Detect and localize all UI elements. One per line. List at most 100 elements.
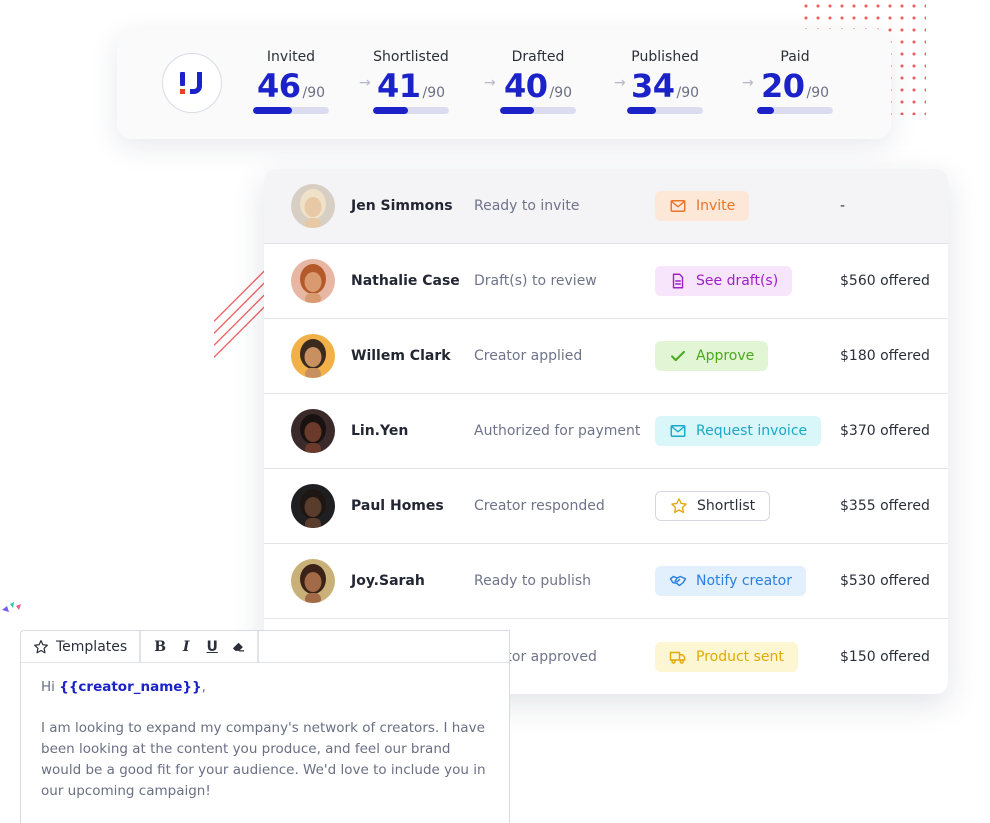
creator-status: Creator applied (474, 348, 583, 364)
table-row[interactable]: Willem Clark Creator applied Approve $180 o… (264, 319, 948, 394)
action-button-lin-yen[interactable]: Request invoice (655, 416, 822, 446)
italic-button[interactable]: I (182, 638, 190, 655)
editor-toolbar: Templates B I U (21, 631, 509, 663)
action-button-jen-simmons[interactable]: Invite (655, 191, 750, 221)
greeting-prefix: Hi (41, 679, 60, 695)
stat-progress-bar (253, 107, 329, 114)
action-label: Product sent (696, 648, 784, 665)
offer-amount: $560 offered (840, 273, 930, 289)
stat-total: /90 (676, 85, 700, 101)
stat-value: 40 (503, 67, 548, 105)
creators-table: Jen Simmons Ready to invite Invite - Nathali… (264, 169, 948, 694)
creator-name[interactable]: Nathalie Case (351, 273, 460, 289)
avatar-image (291, 259, 335, 303)
stat-value-row: 41/90 (366, 69, 456, 103)
mail-icon (669, 422, 687, 440)
stat-progress-fill (253, 107, 292, 114)
creator-status: Draft(s) to review (474, 273, 597, 289)
stat-shortlisted: Shortlisted 41/90 (366, 49, 456, 114)
creator-status: Ready to publish (474, 573, 592, 589)
creator-name[interactable]: Jen Simmons (351, 198, 453, 214)
avatar (291, 334, 335, 378)
avatar (291, 559, 335, 603)
stat-progress-fill (627, 107, 656, 114)
avatar-image (291, 184, 335, 228)
stat-progress-fill (757, 107, 774, 114)
action-button-nikki-food[interactable]: Product sent (655, 641, 798, 672)
stat-label: Drafted (511, 49, 565, 65)
offer-amount: $180 offered (840, 348, 930, 364)
stat-label: Shortlisted (373, 49, 449, 65)
offer-amount: - (840, 198, 846, 214)
creator-status: Ready to invite (474, 198, 580, 214)
stat-drafted: Drafted 40/90 (493, 49, 583, 114)
avatar (291, 184, 335, 228)
stat-total: /90 (422, 85, 446, 101)
avatar-image (291, 559, 335, 603)
offer-amount: $355 offered (840, 498, 930, 514)
editor-body[interactable]: Hi {{creator_name}}, I am looking to exp… (21, 663, 509, 816)
brand-logo-icon (180, 72, 202, 94)
stat-progress-bar (627, 107, 703, 114)
avatar (291, 409, 335, 453)
stat-invited: Invited 46/90 (246, 49, 336, 114)
creator-status: Creator responded (474, 498, 605, 514)
action-button-joy-sarah[interactable]: Notify creator (655, 566, 806, 596)
stat-value-row: 40/90 (493, 69, 583, 103)
templates-button[interactable]: Templates (21, 631, 142, 662)
creator-name-placeholder: {{creator_name}} (59, 679, 202, 695)
email-editor: Templates B I U Hi {{creator_name}}, I a… (20, 630, 510, 823)
stat-progress-fill (373, 107, 408, 114)
table-row[interactable]: Paul Homes Creator responded Shortlist $355… (264, 469, 948, 544)
stat-total: /90 (549, 85, 573, 101)
stat-total: /90 (302, 85, 326, 101)
stat-progress-bar (500, 107, 576, 114)
check-icon (669, 347, 687, 365)
avatar-image (291, 484, 335, 528)
arrow-right-icon: → (614, 75, 626, 91)
creator-name[interactable]: Paul Homes (351, 498, 444, 514)
action-label: Notify creator (696, 573, 792, 589)
document-icon (669, 272, 687, 290)
action-button-willem-clark[interactable]: Approve (655, 341, 769, 371)
avatar (291, 484, 335, 528)
action-button-paul-homes[interactable]: Shortlist (655, 491, 771, 521)
avatar-image (291, 334, 335, 378)
eraser-button[interactable] (225, 631, 251, 662)
eraser-icon (232, 642, 244, 652)
decorative-confetti-icon (2, 602, 21, 612)
creator-name[interactable]: Willem Clark (351, 348, 451, 364)
table-row[interactable]: Jen Simmons Ready to invite Invite - (264, 169, 948, 244)
action-label: Approve (696, 348, 755, 364)
underline-button[interactable]: U (206, 638, 218, 655)
greeting-suffix: , (201, 679, 206, 695)
stat-value-row: 34/90 (620, 69, 710, 103)
table-row[interactable]: Joy.Sarah Ready to publish Notify creator $… (264, 544, 948, 619)
action-label: Invite (696, 198, 736, 214)
creator-name[interactable]: Lin.Yen (351, 423, 409, 439)
stat-label: Published (631, 49, 699, 65)
format-group: B I U (141, 631, 260, 662)
handshake-icon (669, 572, 687, 590)
stat-value-row: 20/90 (750, 69, 840, 103)
arrow-right-icon: → (484, 75, 496, 91)
stat-label: Invited (266, 49, 316, 65)
pipeline-stats-card: Invited 46/90 → Shortlisted 41/90 → Drafted 40/… (117, 29, 891, 139)
stat-total: /90 (806, 85, 830, 101)
star-outline-icon (34, 639, 48, 653)
truck-icon (669, 648, 687, 666)
mail-icon (669, 197, 687, 215)
stat-progress-fill (500, 107, 534, 114)
stat-value: 34 (630, 67, 675, 105)
action-label: See draft(s) (696, 273, 779, 289)
stat-published: Published 34/90 (620, 49, 710, 114)
table-row[interactable]: Nathalie Case Draft(s) to review See draft… (264, 244, 948, 319)
message-body: I am looking to expand my company's netw… (41, 720, 486, 799)
action-button-nathalie-case[interactable]: See draft(s) (655, 266, 793, 296)
brand-logo (162, 53, 222, 113)
creator-name[interactable]: Joy.Sarah (351, 573, 425, 589)
stat-progress-bar (373, 107, 449, 114)
offer-amount: $530 offered (840, 573, 930, 589)
bold-button[interactable]: B (154, 638, 167, 655)
table-row[interactable]: Lin.Yen Authorized for payment Request inv… (264, 394, 948, 469)
